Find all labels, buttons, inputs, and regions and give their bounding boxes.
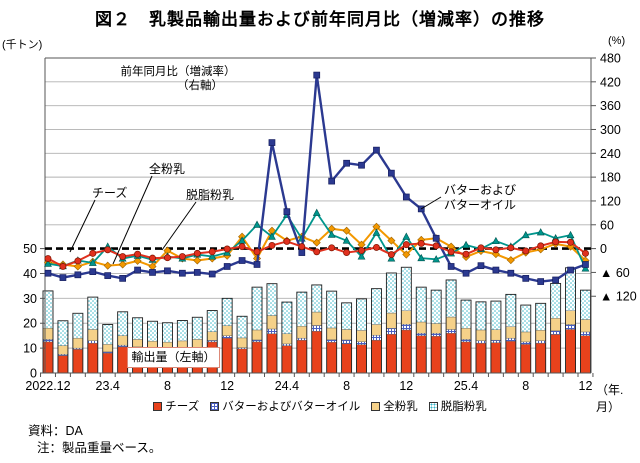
svg-text:24.4: 24.4 xyxy=(275,379,299,393)
svg-text:23.4: 23.4 xyxy=(96,379,120,393)
svg-text:▲ 120: ▲ 120 xyxy=(600,290,637,304)
legend-item-whole-milk: 全粉乳 xyxy=(371,398,418,414)
svg-text:0: 0 xyxy=(600,242,607,256)
whole-milk-swatch-icon xyxy=(371,401,381,411)
svg-text:20: 20 xyxy=(23,317,37,331)
legend-item-butter: バターおよびバターオイル xyxy=(210,398,360,414)
annotation-butter-line2: バターオイル xyxy=(444,198,517,212)
legend-item-skim-milk: 脱脂粉乳 xyxy=(428,398,487,414)
annotation-cheese: チーズ xyxy=(92,186,128,200)
annotation-leader-lines xyxy=(69,175,442,265)
svg-text:12: 12 xyxy=(399,379,413,393)
svg-text:480: 480 xyxy=(600,52,621,66)
svg-text:120: 120 xyxy=(600,194,621,208)
svg-text:30: 30 xyxy=(23,292,37,306)
legend: チーズ バターおよびバターオイル 全粉乳 脱脂粉乳 xyxy=(0,398,640,414)
svg-text:12: 12 xyxy=(220,379,234,393)
svg-text:8: 8 xyxy=(343,379,350,393)
svg-text:360: 360 xyxy=(600,99,621,113)
legend-label-skim-milk: 脱脂粉乳 xyxy=(440,401,487,413)
right-axis-unit: (%) xyxy=(608,35,626,47)
source-note: 資料：DA xyxy=(28,424,83,438)
svg-text:40: 40 xyxy=(23,267,37,281)
stacked-bars xyxy=(42,266,591,374)
svg-text:12: 12 xyxy=(579,379,593,393)
annotation-export-volume-box: 輸出量（左軸） xyxy=(127,347,220,368)
annotation-whole-milk-powder: 全粉乳 xyxy=(149,162,186,176)
legend-label-whole-milk: 全粉乳 xyxy=(383,401,418,413)
svg-text:8: 8 xyxy=(164,379,171,393)
svg-text:25.4: 25.4 xyxy=(454,379,478,393)
legend-label-butter: バターおよびバターオイル xyxy=(222,401,361,413)
cheese-swatch-icon xyxy=(153,401,163,411)
skim-milk-swatch-icon xyxy=(428,401,438,411)
legend-item-cheese: チーズ xyxy=(153,398,199,414)
annotation-yoy-rate: 前年同月比（増減率） xyxy=(120,66,236,78)
svg-text:0: 0 xyxy=(30,367,37,381)
left-axis-unit: (千トン) xyxy=(2,39,43,51)
svg-text:180: 180 xyxy=(600,171,621,185)
yoy-lines xyxy=(43,71,590,285)
axes: 0 10 20 30 40 50 480 420 360 300 240 180 120 60 0 ▲ 60 ▲… xyxy=(23,52,637,393)
butter-swatch-icon xyxy=(210,401,220,411)
annotation-butter-line1: バターおよび xyxy=(444,183,517,197)
svg-text:50: 50 xyxy=(23,242,37,256)
chart-title: 図２ 乳製品輸出量および前年同月比（増減率）の推移 xyxy=(95,10,545,29)
svg-text:▲ 60: ▲ 60 xyxy=(600,266,630,280)
annotation-yoy-right-axis: （右軸） xyxy=(177,80,223,92)
legend-label-cheese: チーズ xyxy=(165,401,200,413)
x-axis-unit: （年.月） xyxy=(596,383,624,414)
svg-text:60: 60 xyxy=(600,218,614,232)
svg-text:2022.12: 2022.12 xyxy=(25,379,70,393)
annotation-butter: バターおよび バターオイル xyxy=(444,183,516,213)
svg-text:300: 300 xyxy=(600,123,621,137)
svg-text:420: 420 xyxy=(600,75,621,89)
annotation-skim-milk-powder: 脱脂粉乳 xyxy=(186,188,235,202)
svg-text:10: 10 xyxy=(23,342,37,356)
basis-note: 注：製品重量ベース。 xyxy=(37,441,162,455)
svg-text:8: 8 xyxy=(522,379,529,393)
svg-text:240: 240 xyxy=(600,147,621,161)
